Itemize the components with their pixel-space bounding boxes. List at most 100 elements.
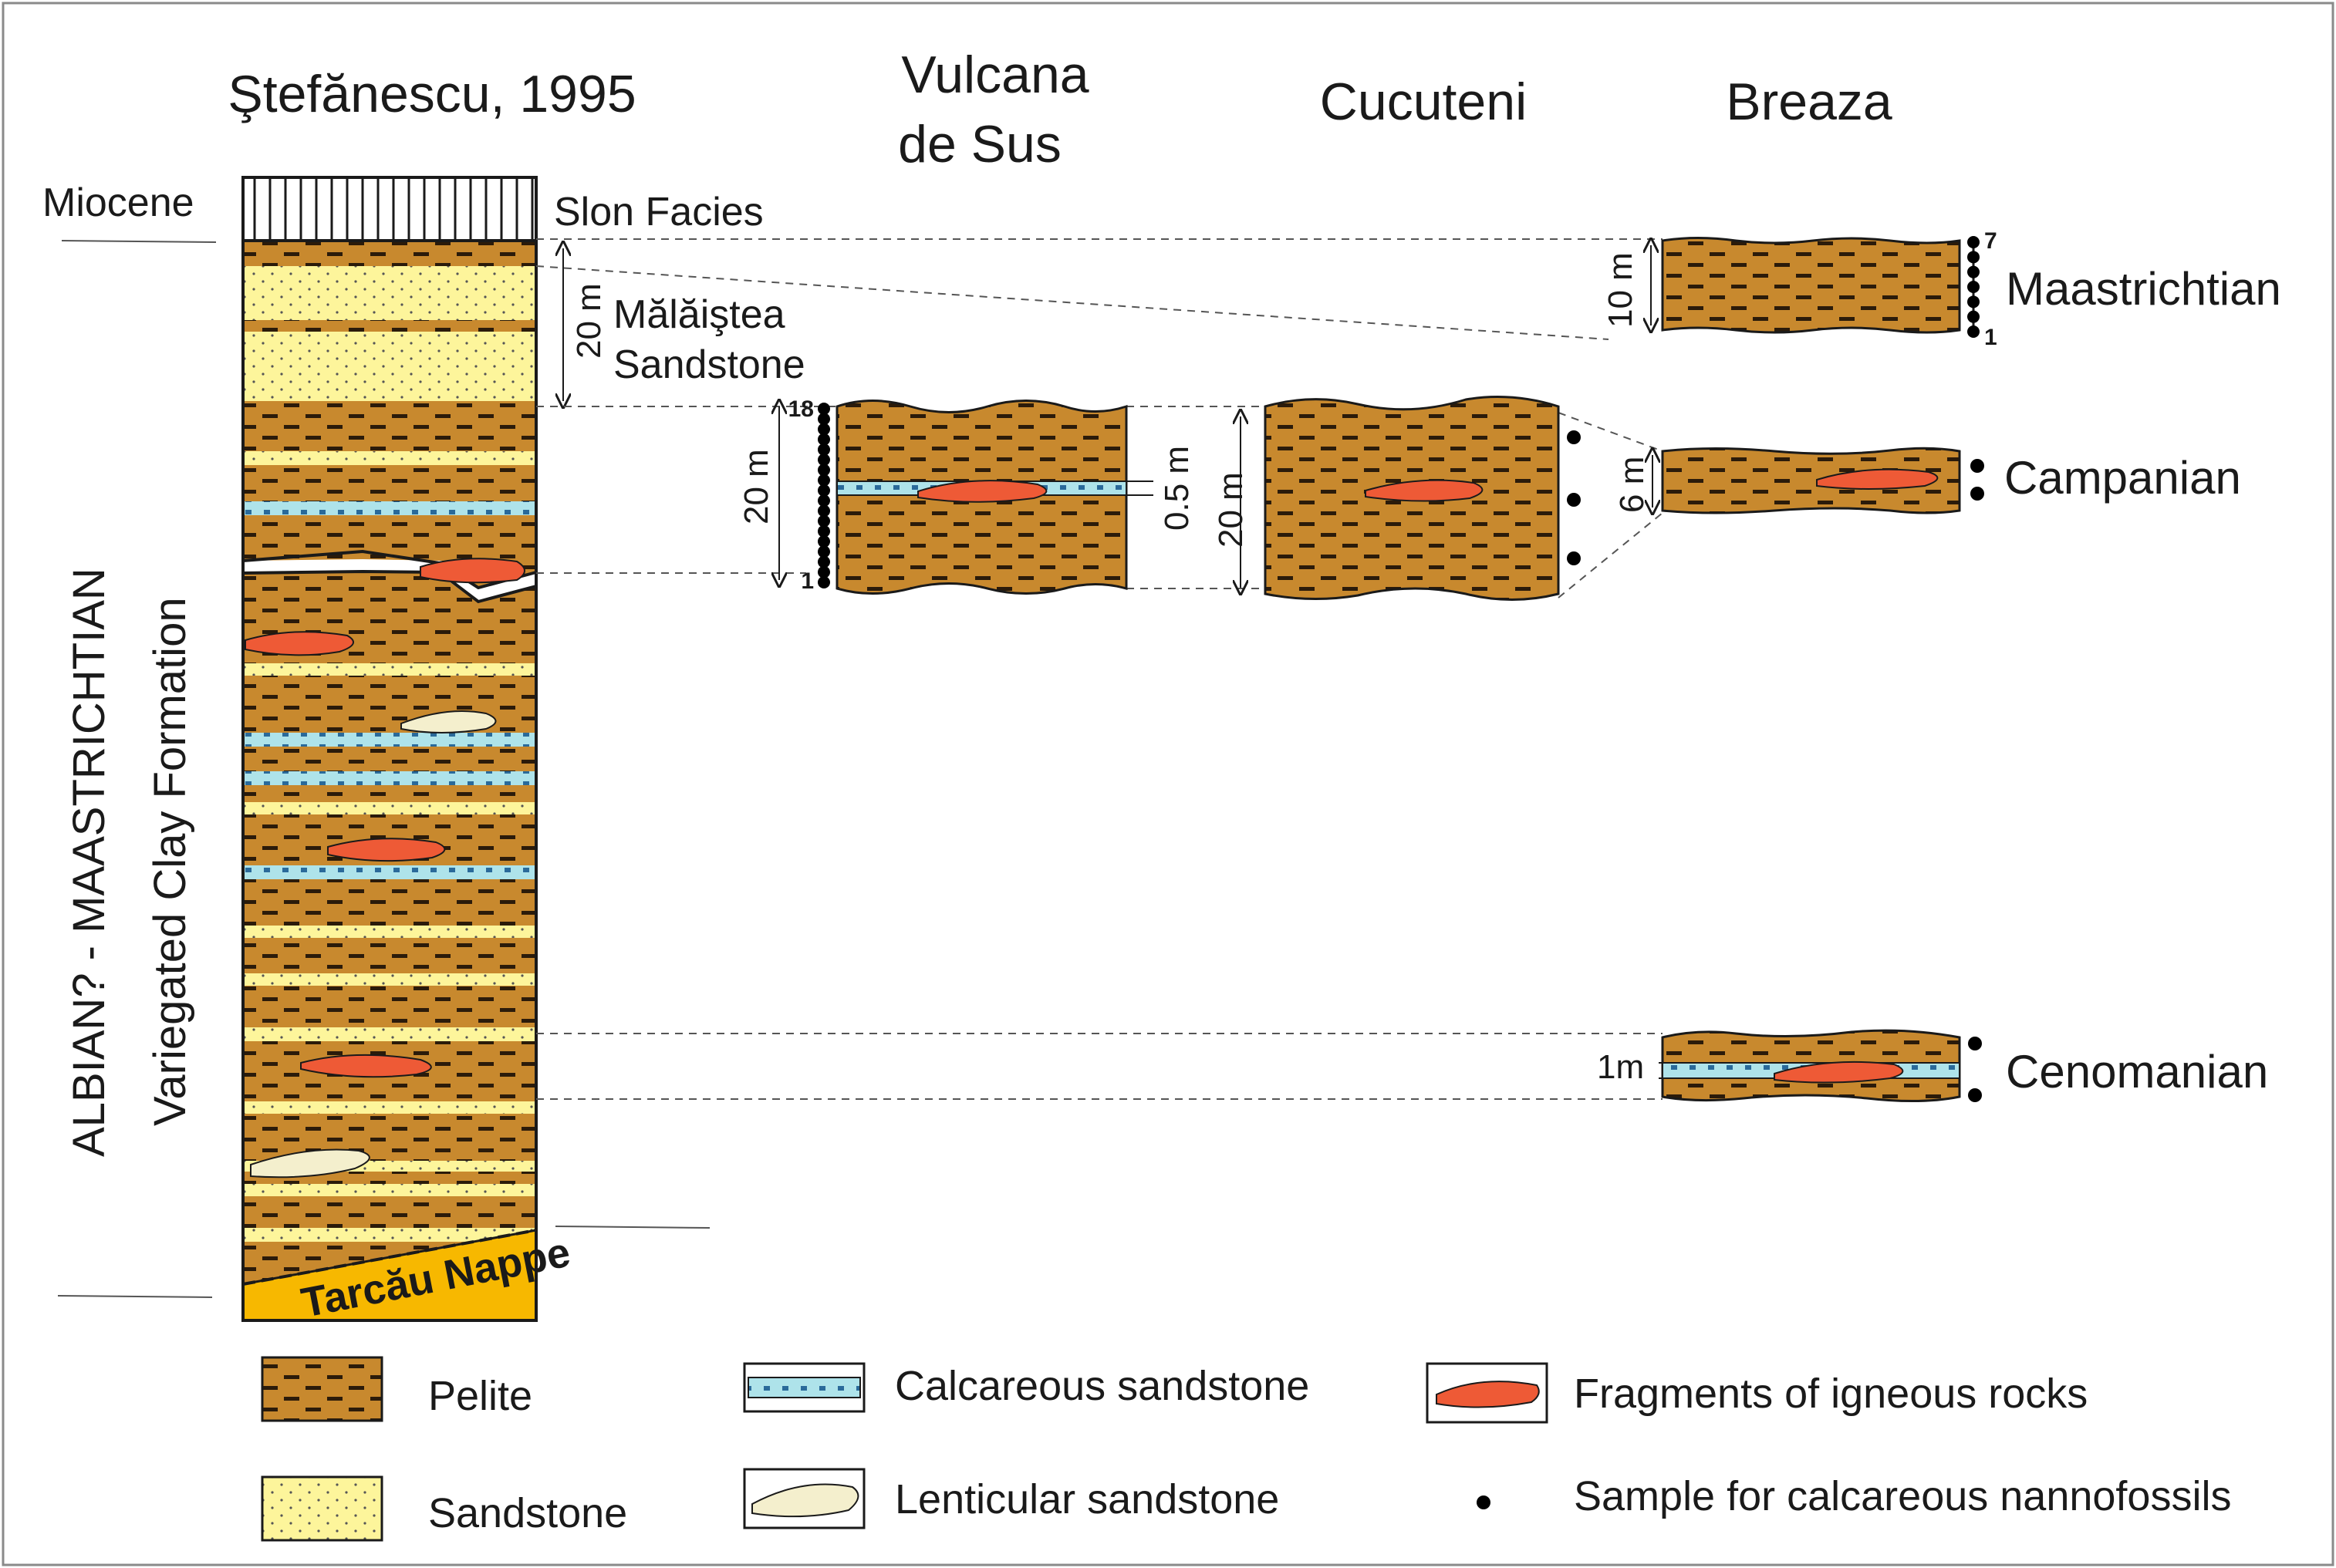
sample-dot [1967, 325, 1980, 338]
sample-dot [818, 403, 830, 415]
legend-label-calc-sandstone: Calcareous sandstone [895, 1363, 1309, 1409]
thickness-cucuteni: 20 m [1212, 472, 1250, 548]
side-label-age: ALBIAN? - MAASTRICHTIAN [64, 568, 114, 1157]
malaistea-label-line2: Sandstone [613, 342, 805, 387]
igneous-fragment [1365, 479, 1484, 502]
vulcana-sample-bottom: 1 [801, 568, 814, 594]
title-vulcana-line2: de Sus [898, 115, 1062, 174]
sandstone-bed [243, 1228, 536, 1242]
sandstone-bed [243, 926, 536, 938]
igneous-fragment [300, 1054, 432, 1078]
thrust-line [242, 1229, 537, 1286]
boundary-tick-base [57, 1295, 213, 1298]
igneous-fragment [1816, 468, 1939, 490]
vulcana-sample-dots [818, 403, 830, 588]
thickness-cenomanian: 1m [1597, 1048, 1644, 1086]
legend: Pelite Sandstone Calcareous sandstone Le… [261, 1356, 2231, 1542]
breaza-cenomanian [1661, 1029, 1961, 1103]
sandstone-bed [243, 1101, 536, 1114]
breaza-sample-dots [1967, 236, 1980, 338]
boundary-tick-miocene [61, 240, 217, 243]
boundary-tick-nappe [555, 1226, 711, 1229]
igneous-fragment [917, 480, 1048, 503]
correlation-lines [535, 238, 1663, 1100]
sample-dot [818, 443, 830, 456]
sample-dot [1968, 1088, 1982, 1102]
legend-label-pelite: Pelite [428, 1373, 532, 1419]
igneous-fragment [245, 631, 354, 656]
correlation-line [1558, 512, 1663, 599]
calc-sandstone-bed [243, 865, 536, 879]
thickness-maastrichtian: 10 m [1602, 252, 1639, 328]
sample-dot [818, 423, 830, 436]
title-breaza: Breaza [1726, 72, 1892, 131]
legend-swatch-sandstone [261, 1475, 383, 1542]
stage-cenomanian: Cenomanian [2006, 1046, 2268, 1098]
sample-dot [1967, 251, 1980, 264]
vulcana-sample-top: 18 [788, 396, 814, 422]
lenticular-sandstone [250, 1148, 370, 1179]
sample-dot [1970, 487, 1984, 501]
legend-swatch-pelite [261, 1356, 383, 1422]
miocene-label: Miocene [42, 180, 194, 225]
correlation-line [535, 265, 1609, 340]
title-stefanescu: Ştefănescu, 1995 [228, 65, 636, 123]
sample-dot [818, 576, 830, 588]
sample-dot [818, 524, 830, 538]
side-label-formation: Variegated Clay Formation [145, 597, 195, 1126]
sandstone-bed [243, 973, 536, 986]
malaistea-label-line1: Mălăiştea [613, 292, 785, 337]
slon-facies-label: Slon Facies [554, 190, 764, 234]
legend-label-lenticular: Lenticular sandstone [895, 1476, 1279, 1522]
sample-dot [1967, 281, 1980, 293]
sample-dot [818, 454, 830, 467]
lenticular-sandstone [400, 710, 497, 733]
breaza-maastrichtian [1661, 237, 1961, 334]
sample-dot [818, 555, 830, 568]
sandstone-bed [243, 1027, 536, 1041]
title-vulcana-line1: Vulcana [901, 46, 1089, 104]
thickness-campanian: 6 m [1613, 457, 1651, 513]
legend-swatch-calc-sandstone [748, 1377, 861, 1398]
legend-label-sandstone: Sandstone [428, 1490, 627, 1536]
igneous-fragment [327, 838, 446, 862]
sample-dot [1967, 310, 1980, 323]
sample-dot [1567, 430, 1581, 444]
thickness-vulcana-bed: 0.5 m [1158, 446, 1196, 531]
sample-dot [818, 514, 830, 528]
legend-label-igneous: Fragments of igneous rocks [1574, 1371, 2088, 1417]
column-outline [241, 176, 538, 1322]
sample-dot [818, 494, 830, 507]
sandstone-bed [243, 1184, 536, 1196]
sample-dot [1967, 295, 1980, 309]
sample-dot [1967, 265, 1980, 278]
calc-sandstone-bed [243, 733, 536, 747]
sample-dot [818, 433, 830, 446]
breaza-sample-top: 7 [1984, 228, 1997, 254]
calc-sandstone-bed [243, 771, 536, 785]
sample-dot [1567, 493, 1581, 507]
legend-label-sample: Sample for calcareous nannofossils [1574, 1473, 2231, 1519]
igneous-fragment [420, 558, 525, 584]
title-cucuteni: Cucuteni [1320, 72, 1527, 131]
sample-dot [1567, 551, 1581, 565]
sample-dot [1970, 459, 1984, 473]
malaistea-sandstone-bed [243, 332, 536, 401]
sample-dot [818, 474, 830, 487]
vulcana-column [835, 400, 1128, 595]
breaza-campanian [1661, 447, 1961, 514]
igneous-fragment [1774, 1061, 1904, 1084]
malaistea-sandstone-bed [243, 266, 536, 320]
cucuteni-column [1264, 396, 1560, 601]
correlation-line [1558, 412, 1663, 452]
stage-maastrichtian: Maastrichtian [2006, 263, 2281, 315]
breaza-sample-bottom: 1 [1984, 325, 1997, 350]
sample-dot [818, 484, 830, 497]
legend-swatch-igneous [1436, 1381, 1540, 1408]
sample-dot [818, 565, 830, 578]
breaza-maastrichtian-pelite [1661, 237, 1961, 334]
breaza-campanian-pelite [1661, 447, 1961, 514]
sample-dot [818, 464, 830, 477]
sample-dot [818, 535, 830, 548]
sample-dot [818, 545, 830, 558]
